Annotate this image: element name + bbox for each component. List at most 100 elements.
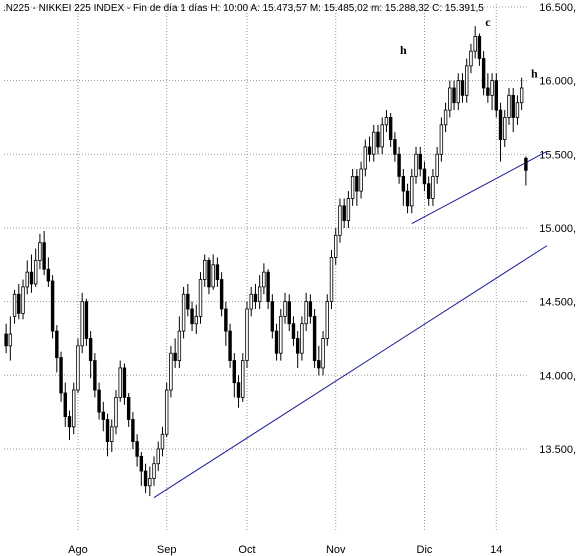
candle-body xyxy=(55,330,59,359)
candle xyxy=(139,451,144,486)
candle xyxy=(325,294,329,346)
candle xyxy=(241,353,245,402)
x-tick-label: Dic xyxy=(417,544,433,556)
candle xyxy=(110,419,114,452)
candle xyxy=(88,331,93,379)
candle xyxy=(317,345,321,376)
candle-body xyxy=(317,360,321,369)
candle xyxy=(283,292,287,324)
candle-body xyxy=(46,268,51,282)
candle xyxy=(355,169,359,206)
candle xyxy=(498,102,503,162)
candle-body xyxy=(418,153,422,170)
candle xyxy=(76,338,80,393)
candle xyxy=(46,257,51,287)
candle-body xyxy=(245,308,249,361)
candle xyxy=(93,353,97,398)
candle xyxy=(42,230,46,276)
candle-body xyxy=(194,315,198,325)
candle-body xyxy=(186,293,190,310)
candle xyxy=(418,146,422,177)
candle xyxy=(270,294,275,339)
candle xyxy=(460,73,465,103)
candle-body xyxy=(270,301,275,332)
candle-body xyxy=(4,333,8,347)
candle xyxy=(515,95,520,125)
candle xyxy=(524,156,528,186)
candle-body xyxy=(342,205,346,221)
candle-body xyxy=(118,367,122,398)
candle xyxy=(126,392,131,427)
y-tick-label: 14.000, xyxy=(539,370,576,382)
candle-body xyxy=(304,301,308,325)
gridlines xyxy=(4,4,528,530)
candle-body xyxy=(241,360,245,398)
candle xyxy=(519,77,524,111)
candle xyxy=(33,248,38,287)
candle xyxy=(410,169,414,214)
candle xyxy=(469,43,473,74)
candle xyxy=(473,26,477,59)
candle xyxy=(164,382,169,438)
candle-body xyxy=(486,87,490,96)
candle xyxy=(114,390,118,435)
candle xyxy=(21,279,25,320)
candle xyxy=(207,257,211,295)
candle xyxy=(143,463,148,494)
candle xyxy=(456,73,460,111)
candle-body xyxy=(519,87,524,104)
candle-body xyxy=(329,257,334,303)
candle-body xyxy=(131,419,135,442)
candle-body xyxy=(101,411,106,420)
candle xyxy=(105,413,110,457)
candle-body xyxy=(80,301,84,347)
candle xyxy=(321,331,325,376)
y-tick-label: 13.500, xyxy=(539,444,576,456)
candle-body xyxy=(274,330,279,354)
candle xyxy=(156,441,160,472)
candle-body xyxy=(397,153,401,177)
candle xyxy=(414,146,418,184)
candle-body xyxy=(465,65,469,96)
candle xyxy=(448,80,452,118)
candle-body xyxy=(384,117,389,126)
candle xyxy=(452,80,456,111)
candle xyxy=(122,363,127,405)
candle-body xyxy=(88,338,93,361)
candle xyxy=(262,263,266,295)
candle-body xyxy=(105,419,110,442)
trendline-lower xyxy=(153,245,548,499)
candle-body xyxy=(253,293,258,303)
candle xyxy=(63,382,67,427)
candle xyxy=(224,301,228,346)
candle xyxy=(384,110,389,133)
annotations: h c h xyxy=(400,15,538,81)
candle-body xyxy=(12,293,17,317)
candle xyxy=(8,316,13,361)
candle xyxy=(363,139,368,177)
candle-body xyxy=(469,50,473,67)
candle xyxy=(4,323,8,354)
candle xyxy=(490,73,494,111)
y-axis-labels: 16.500, 16.000, 15.500, 15.000, 14.500, 14.00… xyxy=(539,2,576,456)
candle xyxy=(304,292,308,332)
candle xyxy=(101,401,106,432)
candle-body xyxy=(38,242,42,261)
candle xyxy=(287,294,291,332)
candle xyxy=(367,136,372,162)
candle xyxy=(152,456,156,486)
y-tick-label: 16.500, xyxy=(539,2,576,14)
candle xyxy=(435,146,439,184)
candle xyxy=(80,292,84,354)
pattern-annotation: h xyxy=(400,43,407,57)
candle-body xyxy=(164,389,169,435)
candle xyxy=(12,289,17,324)
candle xyxy=(342,198,346,228)
candle-body xyxy=(215,264,220,280)
candle xyxy=(135,434,139,467)
candle xyxy=(219,272,224,317)
candle-body xyxy=(456,80,460,104)
candle xyxy=(148,466,152,497)
candle xyxy=(118,360,122,402)
